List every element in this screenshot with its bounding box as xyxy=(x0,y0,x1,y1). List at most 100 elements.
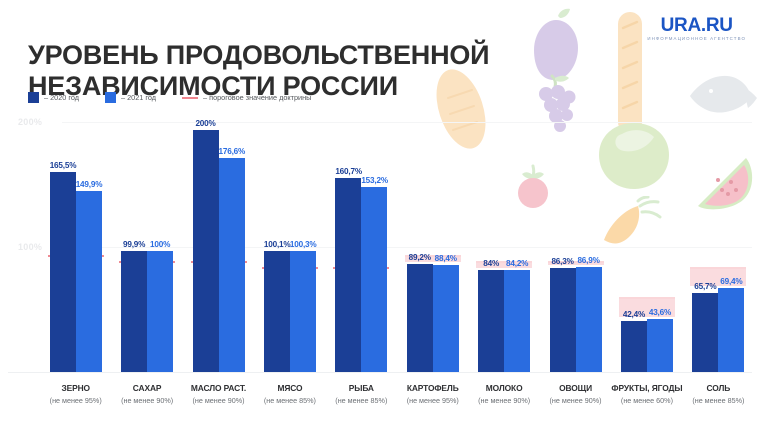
value-label-row: 200% xyxy=(183,119,254,128)
logo-tagline: Информационное агентство xyxy=(647,36,746,41)
bar-2021[interactable] xyxy=(575,266,602,372)
category-name: ЗЕРНО xyxy=(61,383,90,393)
bar-2021[interactable] xyxy=(646,319,673,372)
legend-item-2020[interactable]: – 2020 год xyxy=(28,92,79,103)
category-threshold-note: (не менее 95%) xyxy=(49,396,102,405)
bar-group: 65,7% 69,4% xyxy=(683,118,754,372)
bar-2020[interactable] xyxy=(620,320,647,372)
bar-pair xyxy=(611,118,682,372)
category-name: ФРУКТЫ, ЯГОДЫ xyxy=(611,383,683,393)
value-label-row: 86,9% xyxy=(540,256,611,265)
category-threshold-note: (не менее 60%) xyxy=(620,396,673,405)
bar-pair xyxy=(397,118,468,372)
category-label: МАСЛО РАСТ. (не менее 90%) xyxy=(183,377,254,421)
bar-2020[interactable] xyxy=(549,267,576,372)
bar-group: 89,2% 88,4% xyxy=(397,118,468,372)
bar-2021[interactable] xyxy=(289,250,316,372)
bar-2020[interactable] xyxy=(478,270,505,372)
threshold-marker xyxy=(547,261,604,265)
value-label-2021: 88,4% xyxy=(434,254,457,264)
bar-group: 84% 84,2% xyxy=(468,118,539,372)
category-name: ОВОЩИ xyxy=(559,383,593,393)
threshold-marker xyxy=(476,261,533,269)
bar-2020[interactable] xyxy=(692,292,719,372)
bar-group: 100,1% 100,3% xyxy=(254,118,325,372)
category-name: МЯСО xyxy=(277,383,303,393)
bar-2020[interactable] xyxy=(335,177,362,372)
legend-swatch-icon-2021 xyxy=(105,92,117,103)
legend-item-2021[interactable]: – 2021 год xyxy=(105,92,156,103)
threshold-shortfall-fill xyxy=(618,297,675,318)
value-label-row: 153,2% xyxy=(326,176,397,185)
gridline-100 xyxy=(62,247,752,248)
value-label-row: 86,3% xyxy=(540,257,611,266)
legend-label-threshold: – пороговое значение доктрины xyxy=(203,93,312,102)
value-label-2021: 86,9% xyxy=(577,255,600,265)
bar-group: 99,9% 100% xyxy=(111,118,182,372)
category-label: РЫБА (не менее 85%) xyxy=(326,377,397,421)
value-label-row: 100,1% xyxy=(254,240,325,249)
value-label-row: 176,6% xyxy=(183,147,254,156)
category-threshold-note: (не менее 90%) xyxy=(478,396,531,405)
value-label-2020: 65,7% xyxy=(694,281,717,291)
bar-2020[interactable] xyxy=(406,264,433,372)
value-label-2020: 86,3% xyxy=(551,256,574,266)
category-label: СОЛЬ (не менее 85%) xyxy=(683,377,754,421)
value-label-2020: 84% xyxy=(483,259,500,269)
value-label-2021: 100,3% xyxy=(289,239,317,249)
bar-2021[interactable] xyxy=(218,158,245,372)
bar-pair xyxy=(183,118,254,372)
threshold-marker xyxy=(404,255,461,263)
value-label-2021: 149,9% xyxy=(75,179,103,189)
value-label-2020: 160,7% xyxy=(335,166,362,176)
category-label: САХАР (не менее 90%) xyxy=(111,377,182,421)
value-label-2021: 84,2% xyxy=(506,259,529,269)
category-label: КАРТОФЕЛЬ (не менее 95%) xyxy=(397,377,468,421)
bar-group: 160,7% 153,2% xyxy=(326,118,397,372)
bar-2021[interactable] xyxy=(75,190,102,372)
category-threshold-note: (не менее 90%) xyxy=(549,396,602,405)
value-label-row: 42,4% xyxy=(611,310,682,319)
category-name: РЫБА xyxy=(348,383,374,393)
bar-2021[interactable] xyxy=(504,270,531,372)
page-title: УРОВЕНЬ ПРОДОВОЛЬСТВЕННОЙ НЕЗАВИСИМОСТИ … xyxy=(28,40,490,102)
value-label-row: 100,3% xyxy=(254,240,325,249)
bar-2020[interactable] xyxy=(121,251,148,372)
value-label-2020: 165,5% xyxy=(49,160,77,170)
bar-2020[interactable] xyxy=(263,250,290,372)
value-label-row: 99,9% xyxy=(111,240,182,249)
bar-group: 42,4% 43,6% xyxy=(611,118,682,372)
threshold-shortfall-fill xyxy=(404,255,461,263)
category-name: МОЛОКО xyxy=(485,383,523,393)
bar-pair xyxy=(326,118,397,372)
bar-2020[interactable] xyxy=(192,130,219,372)
value-label-row: 84% xyxy=(468,259,539,268)
value-label-row: 84,2% xyxy=(468,259,539,268)
value-label-2021: 153,2% xyxy=(361,175,388,185)
category-label: ОВОЩИ (не менее 90%) xyxy=(540,377,611,421)
category-threshold-note: (не менее 85%) xyxy=(335,396,388,405)
bar-group: 86,3% 86,9% xyxy=(540,118,611,372)
category-label: ЗЕРНО (не менее 95%) xyxy=(40,377,111,421)
axis-tick-100: 100% xyxy=(18,242,43,252)
ura-ru-logo[interactable]: URA.RU Информационное агентство xyxy=(647,16,746,41)
bar-2020[interactable] xyxy=(49,171,76,372)
bar-2021[interactable] xyxy=(361,186,388,372)
title-line-1: УРОВЕНЬ ПРОДОВОЛЬСТВЕННОЙ xyxy=(28,40,490,71)
bar-2021[interactable] xyxy=(718,288,745,372)
chart-baseline xyxy=(8,372,752,373)
value-label-2021: 69,4% xyxy=(720,277,743,287)
title-line-2: НЕЗАВИСИМОСТИ РОССИИ xyxy=(28,70,398,101)
chart-legend: – 2020 год – 2021 год – пороговое значен… xyxy=(28,92,311,103)
bar-2021[interactable] xyxy=(432,265,459,372)
bar-2021[interactable] xyxy=(147,251,174,372)
value-label-row: 100% xyxy=(111,240,182,249)
value-label-row: 65,7% xyxy=(683,282,754,291)
category-threshold-note: (не менее 95%) xyxy=(406,396,459,405)
legend-line-icon-threshold xyxy=(182,96,199,99)
value-label-row: 89,2% xyxy=(397,253,468,262)
plot-area: 165,5% 149,9% 99,9% 100% 200% 176,6% 100,1% 100… xyxy=(40,118,754,372)
legend-item-threshold[interactable]: – пороговое значение доктрины xyxy=(182,93,311,102)
